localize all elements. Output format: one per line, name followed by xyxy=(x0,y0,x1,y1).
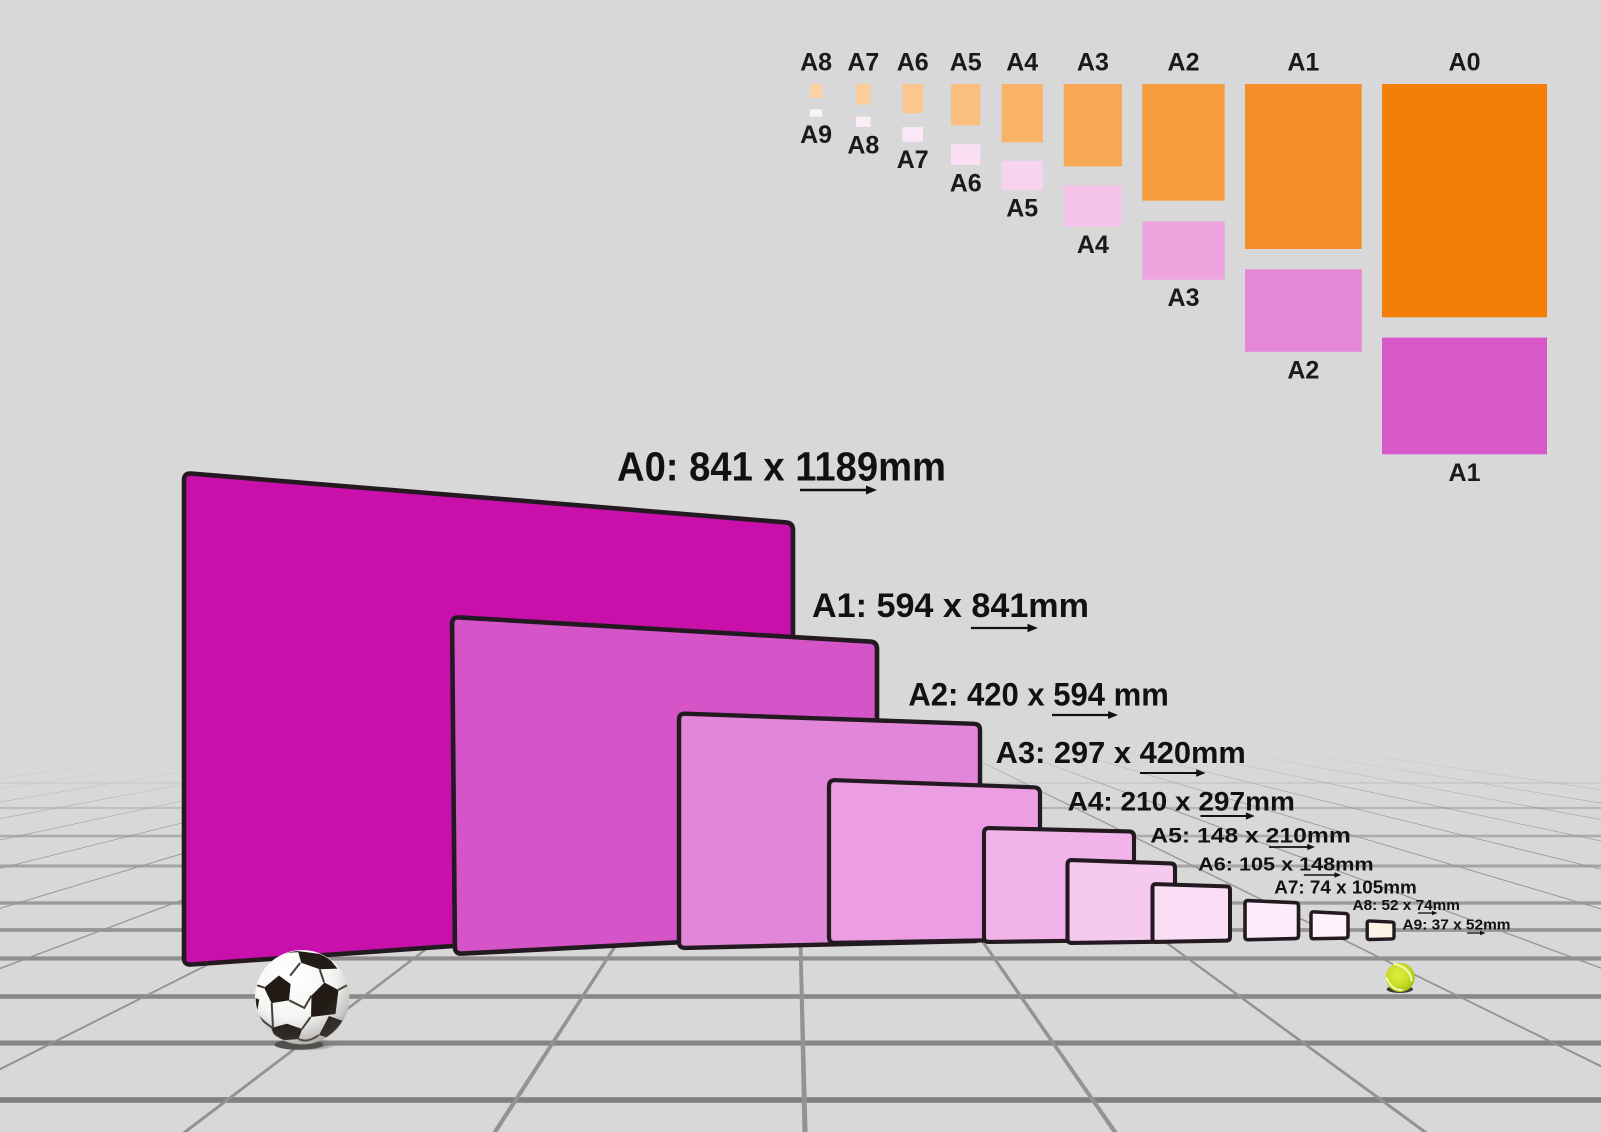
svg-text:A0: 841 x 1189mm: A0: 841 x 1189mm xyxy=(617,443,946,489)
svg-text:A8: A8 xyxy=(800,49,832,77)
svg-text:A6: 105 x 148mm: A6: 105 x 148mm xyxy=(1198,854,1373,874)
svg-text:A5: A5 xyxy=(950,49,982,77)
svg-text:A9: A9 xyxy=(800,121,832,149)
svg-text:A5: A5 xyxy=(1006,195,1038,223)
svg-text:A1: A1 xyxy=(1449,459,1481,487)
svg-text:A6: A6 xyxy=(950,169,982,197)
svg-text:A2: A2 xyxy=(1287,356,1319,384)
svg-text:A2: A2 xyxy=(1168,49,1200,77)
svg-text:A7: A7 xyxy=(897,146,929,174)
svg-text:A5: 148 x 210mm: A5: 148 x 210mm xyxy=(1150,824,1351,848)
svg-text:A0: A0 xyxy=(1449,49,1481,77)
svg-text:A8: A8 xyxy=(847,132,879,160)
svg-text:A4: A4 xyxy=(1077,231,1109,259)
svg-text:A3: A3 xyxy=(1168,284,1200,312)
svg-text:A2: 420 x 594 mm: A2: 420 x 594 mm xyxy=(908,677,1168,713)
svg-text:A6: A6 xyxy=(897,49,929,77)
svg-text:A1: A1 xyxy=(1287,49,1319,77)
svg-text:A7: 74 x 105mm: A7: 74 x 105mm xyxy=(1274,878,1417,898)
svg-text:A4: A4 xyxy=(1006,49,1038,77)
svg-text:A3: 297 x 420mm: A3: 297 x 420mm xyxy=(996,735,1246,770)
svg-text:A9: 37 x 52mm: A9: 37 x 52mm xyxy=(1403,917,1511,933)
svg-text:A3: A3 xyxy=(1077,49,1109,77)
svg-text:A8: 52 x 74mm: A8: 52 x 74mm xyxy=(1353,898,1460,914)
svg-text:A4: 210 x 297mm: A4: 210 x 297mm xyxy=(1068,786,1295,816)
svg-text:A1: 594 x 841mm: A1: 594 x 841mm xyxy=(812,587,1089,625)
svg-text:A7: A7 xyxy=(847,49,879,77)
